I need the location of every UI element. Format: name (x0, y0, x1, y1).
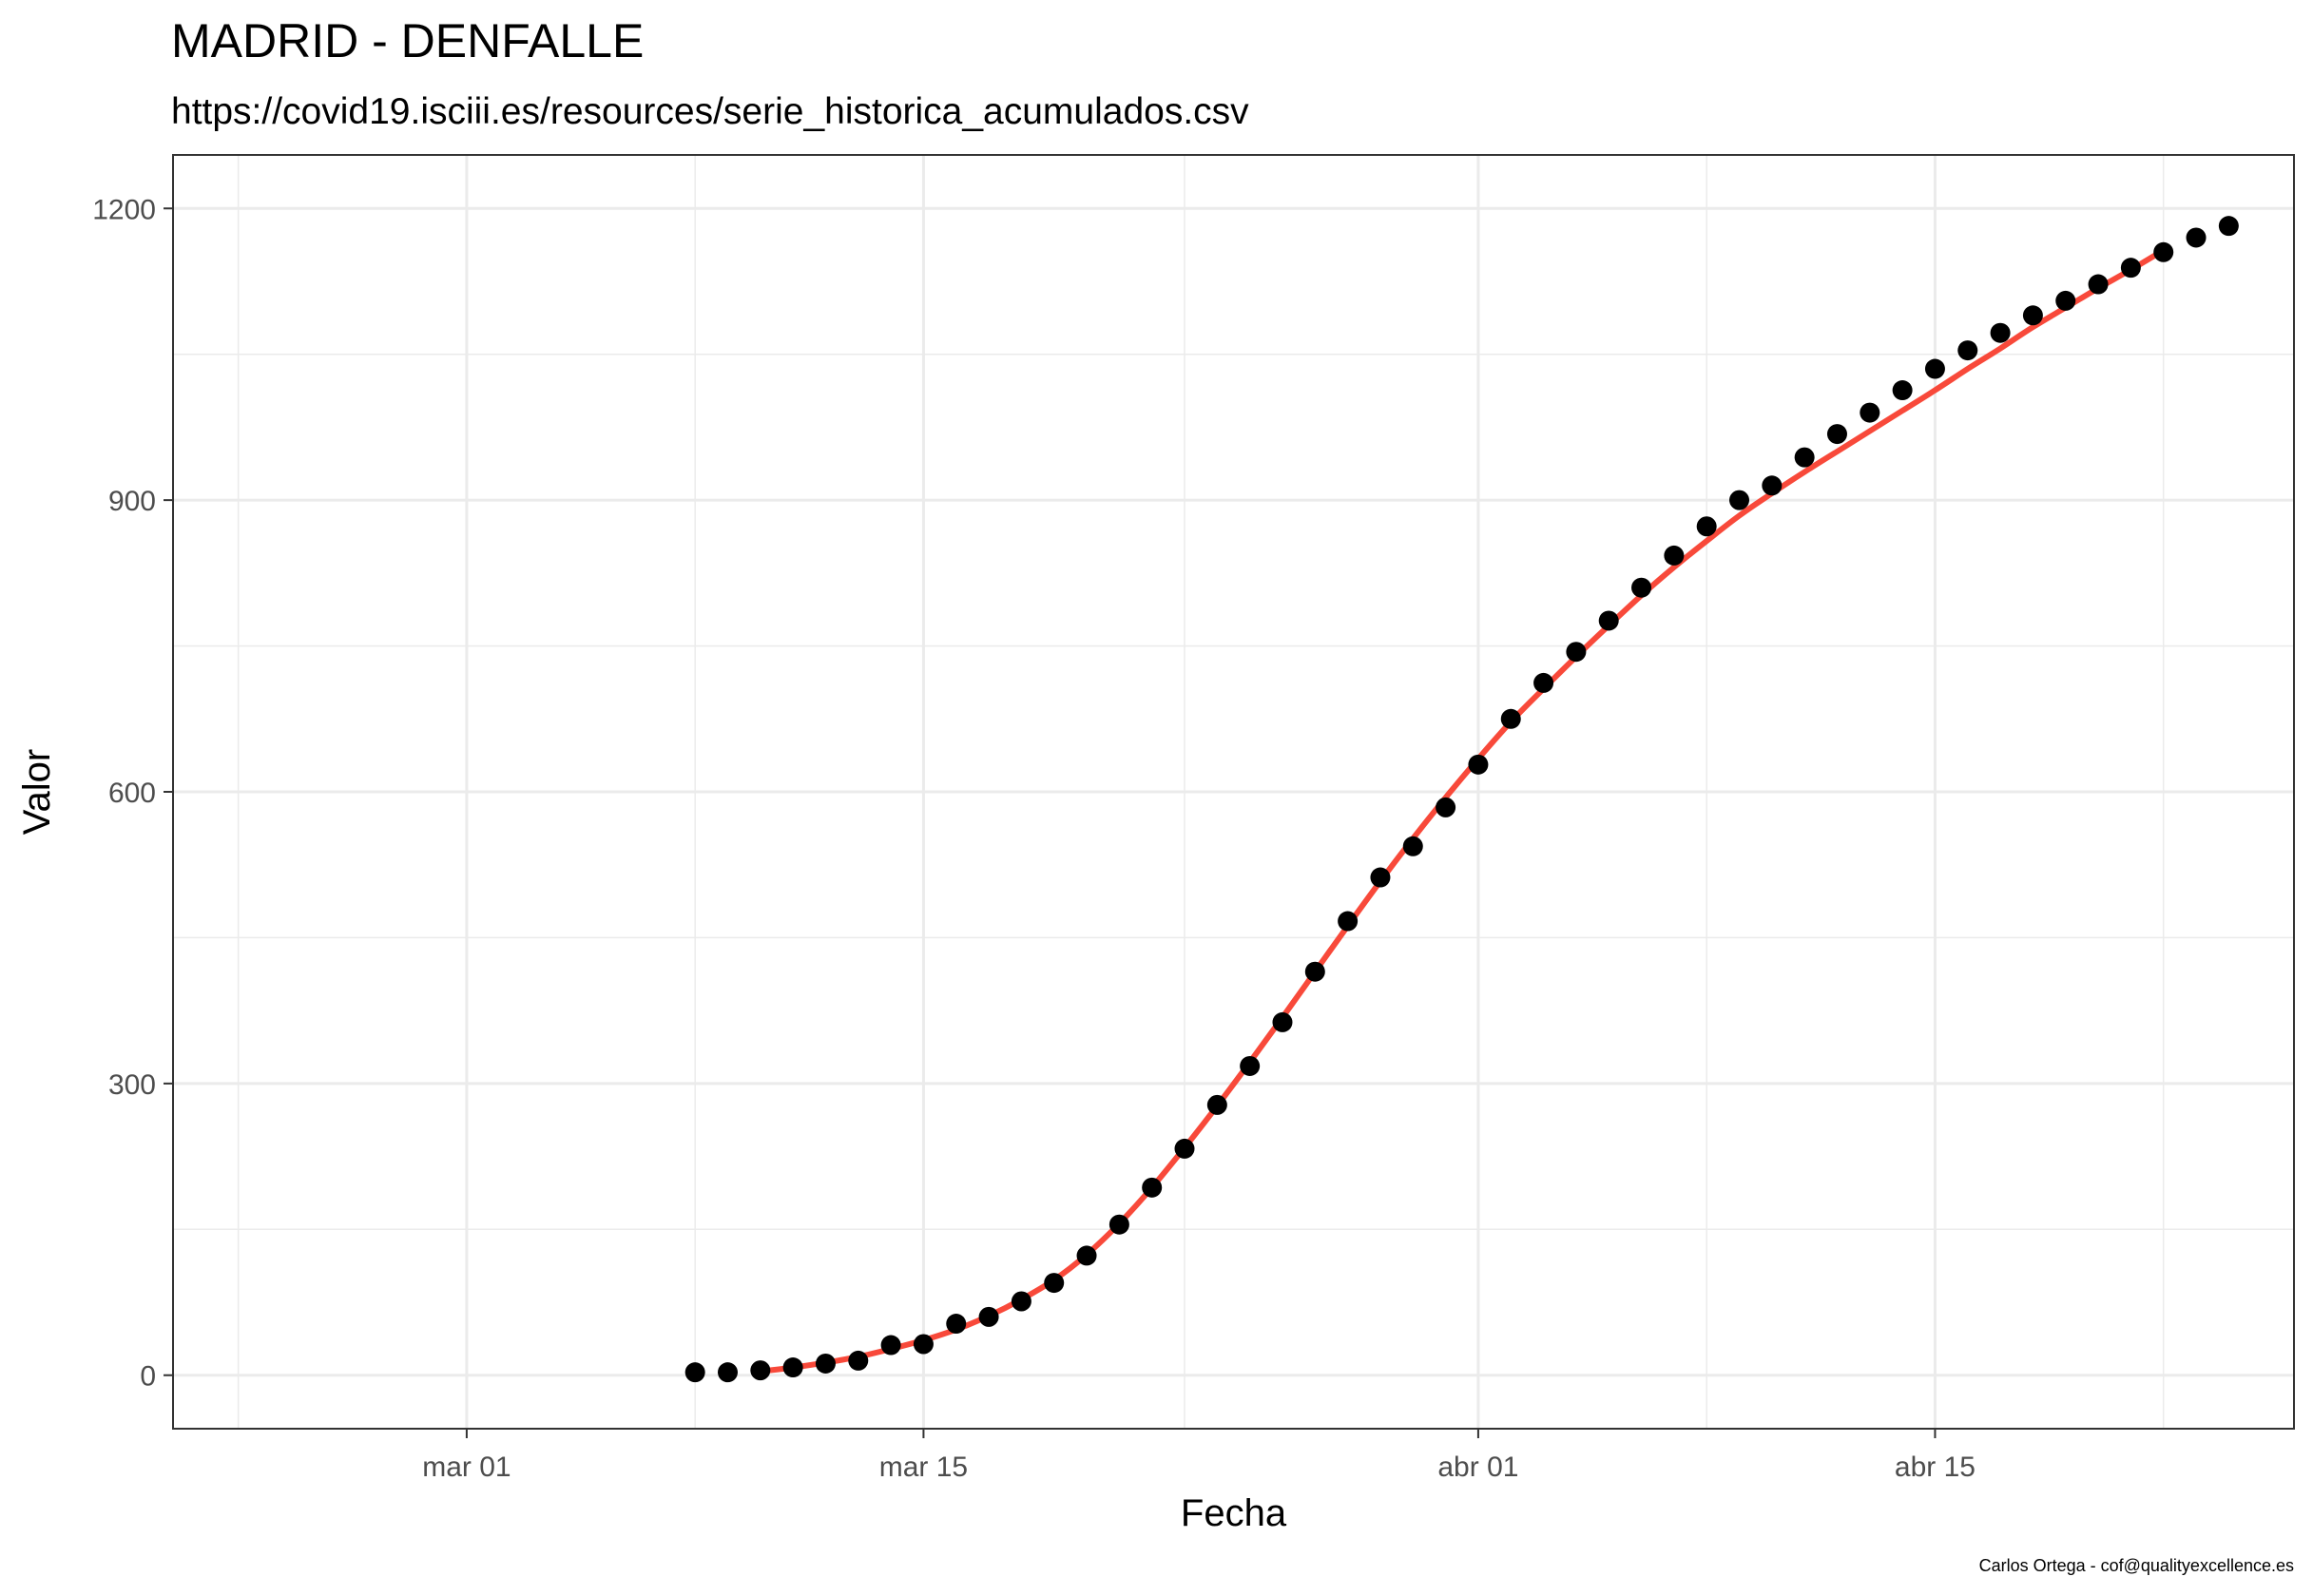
data-point (1338, 911, 1359, 932)
data-point (848, 1350, 869, 1371)
data-point (946, 1314, 967, 1335)
axis-ticks: mar 01 mar 15 abr 01 abr 15 0 300 600 900 1200 (92, 194, 1976, 1483)
data-point (1631, 577, 1652, 598)
data-point (2186, 227, 2207, 248)
y-tick-label: 1200 (92, 194, 156, 225)
panel-border (172, 154, 2295, 1430)
data-point (1370, 867, 1391, 888)
chart-subtitle: https://covid19.isciii.es/resources/seri… (171, 91, 1249, 132)
data-point (1892, 380, 1913, 401)
data-point (1142, 1177, 1163, 1198)
data-point (1533, 672, 1554, 693)
data-point (1762, 475, 1783, 496)
data-point (1664, 545, 1685, 566)
data-point (1108, 1214, 1129, 1235)
data-point (815, 1353, 836, 1374)
data-point (1794, 447, 1815, 468)
data-point (1272, 1011, 1293, 1032)
data-point (1990, 322, 2011, 343)
data-point (2218, 216, 2239, 237)
y-tick-label: 600 (108, 778, 156, 809)
y-tick-label: 300 (108, 1069, 156, 1101)
data-point (1044, 1273, 1065, 1294)
data-point (717, 1362, 738, 1383)
data-point (1957, 340, 1978, 361)
data-point (1729, 490, 1750, 510)
data-point (2022, 305, 2043, 326)
data-point (880, 1335, 901, 1356)
x-axis-title: Fecha (1181, 1492, 1287, 1534)
chart-caption: Carlos Ortega - cof@qualityexcellence.es (1979, 1556, 2294, 1575)
data-point (750, 1360, 771, 1381)
y-tick-label: 0 (140, 1361, 156, 1393)
data-point (913, 1334, 934, 1355)
data-point (1240, 1055, 1261, 1076)
data-point (1566, 642, 1587, 663)
data-point (1860, 402, 1880, 423)
data-point (1500, 708, 1521, 729)
data-point (1206, 1094, 1227, 1115)
data-point (1174, 1138, 1195, 1159)
data-point (684, 1362, 705, 1383)
data-point (1076, 1245, 1097, 1266)
y-axis-title: Valor (16, 749, 58, 835)
data-point (1826, 424, 1847, 445)
data-point (1924, 358, 1945, 379)
data-point (782, 1357, 803, 1378)
data-point (1598, 610, 1619, 631)
x-tick-label: mar 15 (879, 1452, 968, 1483)
data-point (1011, 1291, 1031, 1312)
x-tick-label: abr 01 (1437, 1452, 1518, 1483)
data-point (2055, 290, 2076, 311)
points-layer (684, 216, 2239, 1383)
data-point (1468, 754, 1489, 775)
data-point (1304, 961, 1325, 982)
data-point (2120, 258, 2141, 279)
data-point (2088, 274, 2109, 295)
x-tick-label: abr 15 (1895, 1452, 1976, 1483)
data-point (978, 1306, 999, 1327)
data-point (1402, 836, 1423, 856)
x-tick-label: mar 01 (422, 1452, 511, 1483)
data-point (2153, 241, 2174, 262)
data-point (1696, 516, 1717, 537)
data-point (1436, 797, 1456, 817)
chart-title: MADRID - DENFALLE (171, 14, 644, 67)
y-tick-label: 900 (108, 486, 156, 517)
